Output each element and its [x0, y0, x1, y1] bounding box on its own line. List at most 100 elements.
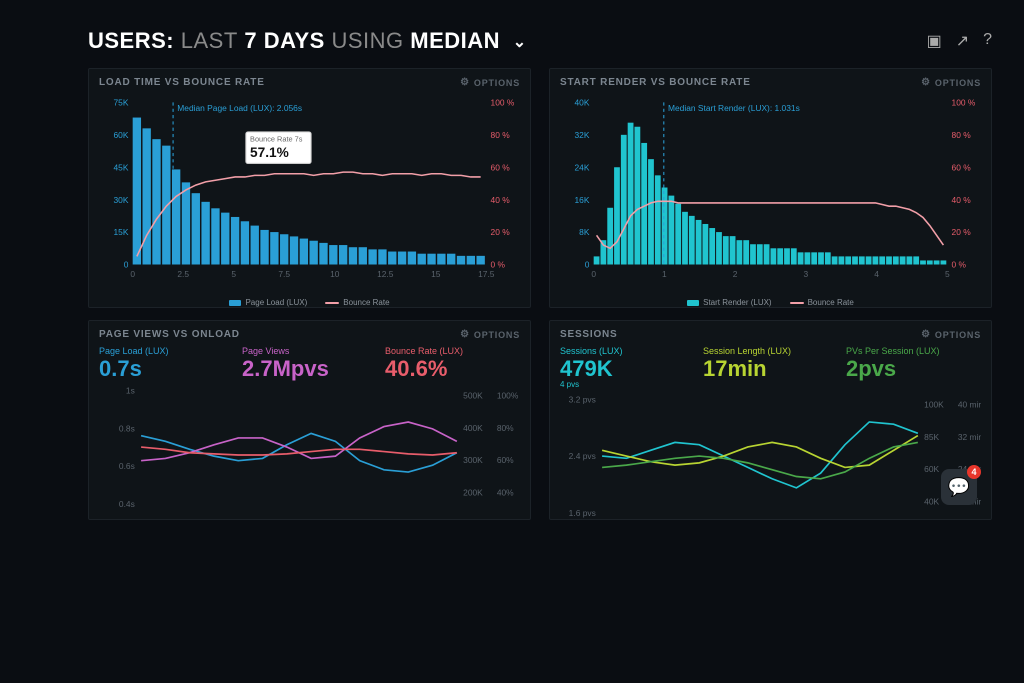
svg-text:Bounce Rate 7s: Bounce Rate 7s: [250, 134, 303, 143]
svg-text:30K: 30K: [114, 195, 129, 205]
legend-item: Start Render (LUX): [687, 298, 771, 307]
svg-text:40K: 40K: [575, 98, 590, 108]
metric-sublabel: 4 pvs: [560, 380, 695, 389]
svg-text:0.4s: 0.4s: [119, 499, 135, 509]
svg-text:1s: 1s: [126, 386, 135, 395]
svg-text:60K: 60K: [924, 464, 939, 474]
svg-text:2.4 pvs: 2.4 pvs: [569, 451, 596, 461]
svg-text:24K: 24K: [575, 162, 590, 172]
svg-text:80 %: 80 %: [491, 130, 511, 140]
options-button[interactable]: OPTIONS: [921, 329, 981, 340]
svg-text:80%: 80%: [497, 423, 514, 433]
svg-text:0: 0: [124, 260, 129, 270]
svg-text:60K: 60K: [114, 130, 129, 140]
title-prefix: USERS:: [88, 28, 174, 53]
title-dim2: USING: [331, 28, 403, 53]
title-range: 7 DAYS: [244, 28, 324, 53]
svg-text:5: 5: [945, 269, 950, 279]
svg-text:100K: 100K: [924, 400, 944, 410]
chart-page-views: 0.4s0.6s0.8s1s500K100%400K80%300K60%200K…: [99, 386, 520, 512]
svg-text:40%: 40%: [497, 487, 514, 497]
help-icon[interactable]: ?: [983, 31, 992, 51]
header-actions: ▣ ↗ ?: [927, 31, 992, 51]
svg-text:60 %: 60 %: [952, 162, 972, 172]
legend: Start Render (LUX) Bounce Rate: [560, 298, 981, 307]
metrics-row: Sessions (LUX) 479K4 pvs Session Length (L…: [560, 346, 981, 389]
title-agg: MEDIAN: [410, 28, 500, 53]
chart-load-time: 015K30K45K60K75K0 %20 %40 %60 %80 %100 %…: [99, 94, 520, 294]
panel-title: SESSIONS: [560, 329, 618, 340]
svg-text:60%: 60%: [497, 455, 514, 465]
options-button[interactable]: OPTIONS: [921, 77, 981, 88]
panel-load-time-vs-bounce: LOAD TIME VS BOUNCE RATE OPTIONS 0 15K 30K…: [88, 68, 531, 308]
svg-text:15K: 15K: [114, 227, 129, 237]
metric: PVs Per Session (LUX) 2pvs: [846, 346, 981, 389]
svg-text:300K: 300K: [463, 455, 483, 465]
svg-text:500K: 500K: [463, 391, 483, 401]
panel-title: LOAD TIME VS BOUNCE RATE: [99, 77, 265, 88]
metric: Bounce Rate (LUX)40.6%: [385, 346, 520, 380]
panel-start-render-vs-bounce: START RENDER VS BOUNCE RATE OPTIONS 0 8K 1…: [549, 68, 992, 308]
svg-text:32 min: 32 min: [958, 432, 981, 442]
metric-value: 479K: [560, 358, 695, 380]
svg-text:60 %: 60 %: [491, 162, 511, 172]
panel-title: START RENDER VS BOUNCE RATE: [560, 77, 751, 88]
svg-text:100%: 100%: [497, 391, 519, 401]
svg-text:40 %: 40 %: [952, 195, 972, 205]
svg-text:0: 0: [585, 260, 590, 270]
chat-button[interactable]: 💬 4: [941, 469, 977, 505]
metric-label: Sessions (LUX): [560, 346, 695, 356]
metric: Page Load (LUX)0.7s: [99, 346, 234, 380]
svg-text:3: 3: [804, 269, 809, 279]
metric-value: 2pvs: [846, 358, 981, 380]
svg-text:0: 0: [591, 269, 596, 279]
svg-text:20 %: 20 %: [952, 227, 972, 237]
chat-notification-count: 4: [967, 465, 981, 479]
options-button[interactable]: OPTIONS: [460, 77, 520, 88]
svg-text:1.6 pvs: 1.6 pvs: [569, 508, 596, 518]
display-icon[interactable]: ▣: [927, 31, 942, 51]
svg-text:4: 4: [874, 269, 879, 279]
metric-value: 2.7Mpvs: [242, 358, 377, 380]
metric: Session Length (LUX)17min: [703, 346, 838, 389]
metrics-row: Page Load (LUX)0.7s Page Views 2.7Mpvs Boun…: [99, 346, 520, 380]
panel-title: PAGE VIEWS VS ONLOAD: [99, 329, 240, 340]
chevron-down-icon[interactable]: ⌄: [513, 32, 527, 52]
dashboard-header: USERS: LAST 7 DAYS USING MEDIAN ⌄ ▣ ↗ ?: [88, 28, 992, 54]
metric-value: 40.6%: [385, 358, 520, 380]
legend: Page Load (LUX) Bounce Rate: [99, 298, 520, 307]
legend-item: Bounce Rate: [325, 298, 389, 307]
svg-text:0.6s: 0.6s: [119, 461, 135, 471]
share-icon[interactable]: ↗: [956, 31, 969, 51]
svg-text:100 %: 100 %: [952, 98, 976, 108]
metric: Sessions (LUX) 479K4 pvs: [560, 346, 695, 389]
svg-text:10: 10: [330, 269, 340, 279]
chart-start-render: 08K16K24K32K40K0 %20 %40 %60 %80 %100 %0…: [560, 94, 981, 294]
metric: Page Views 2.7Mpvs: [242, 346, 377, 380]
options-button[interactable]: OPTIONS: [460, 329, 520, 340]
svg-text:8K: 8K: [579, 227, 590, 237]
page-title[interactable]: USERS: LAST 7 DAYS USING MEDIAN ⌄: [88, 28, 527, 54]
legend-item: Page Load (LUX): [229, 298, 307, 307]
panel-page-views-vs-onload: PAGE VIEWS VS ONLOAD OPTIONS Page Load (…: [88, 320, 531, 520]
svg-text:3.2 pvs: 3.2 pvs: [569, 395, 596, 404]
title-dim1: LAST: [181, 28, 238, 53]
legend-item: Bounce Rate: [790, 298, 854, 307]
svg-text:15: 15: [431, 269, 441, 279]
svg-text:0.8s: 0.8s: [119, 423, 135, 433]
svg-text:45K: 45K: [114, 162, 129, 172]
svg-text:200K: 200K: [463, 487, 483, 497]
svg-text:12.5: 12.5: [377, 269, 394, 279]
chart-svg: 1.6 pvs2.4 pvs3.2 pvs100K40 min85K32 min…: [560, 395, 981, 521]
svg-text:17.5: 17.5: [478, 269, 495, 279]
chart-sessions: 1.6 pvs2.4 pvs3.2 pvs100K40 min85K32 min…: [560, 395, 981, 521]
metric-value: 0.7s: [99, 358, 234, 380]
chart-svg: 08K16K24K32K40K0 %20 %40 %60 %80 %100 %0…: [560, 94, 981, 294]
chat-icon: 💬: [948, 477, 970, 498]
svg-text:80 %: 80 %: [952, 130, 972, 140]
metric-label: Page Views: [242, 346, 377, 356]
svg-text:16K: 16K: [575, 195, 590, 205]
metric-label: PVs Per Session (LUX): [846, 346, 981, 356]
svg-text:Median Start Render (LUX): 1.0: Median Start Render (LUX): 1.031s: [668, 103, 800, 113]
svg-text:0 %: 0 %: [952, 260, 967, 270]
